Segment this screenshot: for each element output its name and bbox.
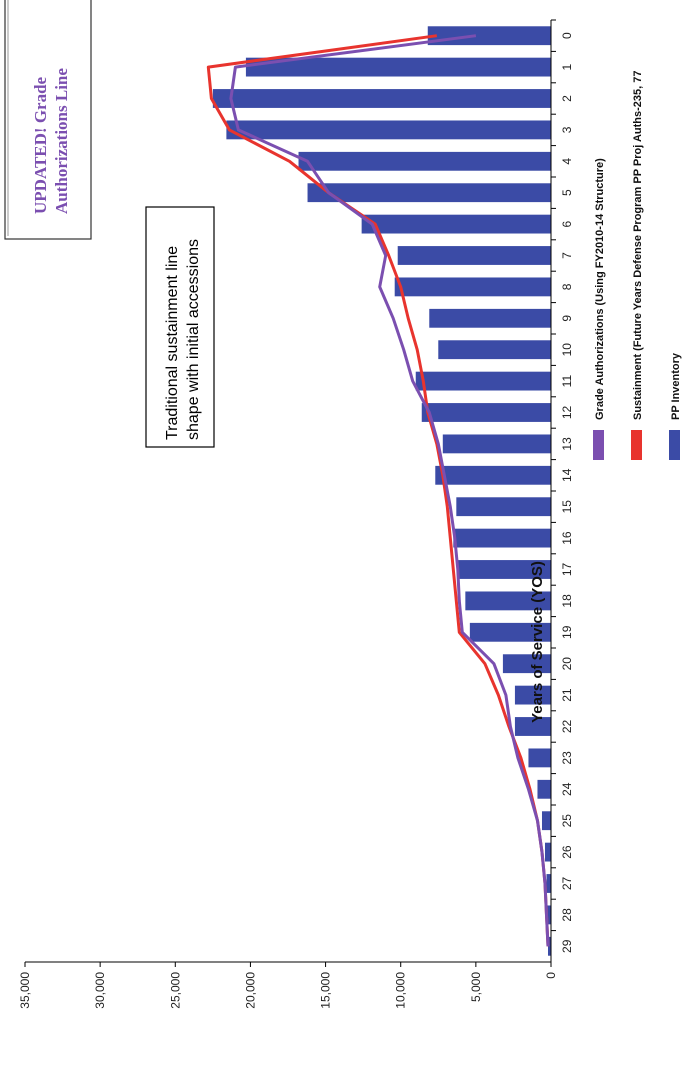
category-tick-label: 2 bbox=[560, 95, 574, 102]
legend-label-3: PP Inventory bbox=[670, 352, 682, 420]
bar-yos-18 bbox=[465, 591, 551, 611]
value-tick-label: 15,000 bbox=[319, 972, 333, 1009]
category-tick-label: 18 bbox=[560, 594, 574, 608]
legend-label-2: Sustainment (Future Years Defense Progra… bbox=[632, 71, 644, 420]
bar-yos-13 bbox=[442, 434, 551, 454]
bar-yos-7 bbox=[397, 246, 551, 265]
plot-area bbox=[206, 26, 552, 956]
category-tick-label: 4 bbox=[560, 158, 574, 165]
bar-yos-22 bbox=[514, 717, 551, 736]
category-tick-label: 9 bbox=[560, 315, 574, 322]
bar-yos-3 bbox=[226, 120, 551, 140]
category-tick-label: 13 bbox=[560, 437, 574, 451]
category-tick-label: 20 bbox=[560, 657, 574, 671]
value-tick-label: 5,000 bbox=[469, 972, 483, 1002]
callout-line-1: Traditional sustainment line bbox=[164, 246, 181, 440]
category-tick-label: 16 bbox=[560, 531, 574, 545]
legend-swatch-1 bbox=[593, 430, 604, 460]
value-tick-label: 10,000 bbox=[394, 972, 408, 1009]
category-tick-label: 6 bbox=[560, 220, 574, 227]
category-tick-label: 26 bbox=[560, 845, 574, 859]
updated-line-2: Authorizations Line bbox=[52, 68, 71, 214]
legend-label-1: Grade Authorizations (Using FY2010-14 St… bbox=[594, 158, 606, 420]
category-tick-label: 5 bbox=[560, 189, 574, 196]
bar-yos-4 bbox=[298, 151, 551, 171]
category-tick-label: 29 bbox=[560, 939, 574, 953]
bar-yos-11 bbox=[415, 371, 551, 391]
category-tick-label: 15 bbox=[560, 500, 574, 514]
x-axis-title: Years of Service (YOS) bbox=[529, 561, 546, 723]
category-tick-label: 23 bbox=[560, 751, 574, 765]
bar-yos-8 bbox=[394, 277, 551, 297]
category-tick-label: 0 bbox=[560, 32, 574, 39]
value-tick-label: 0 bbox=[544, 972, 558, 979]
bar-yos-29 bbox=[547, 936, 551, 956]
updated-line-1: UPDATED! Grade bbox=[31, 76, 50, 214]
category-tick-label: 14 bbox=[560, 468, 574, 482]
category-tick-label: 1 bbox=[560, 63, 574, 70]
category-tick-label: 17 bbox=[560, 563, 574, 577]
bar-yos-0 bbox=[427, 26, 551, 46]
category-tick-label: 8 bbox=[560, 283, 574, 290]
legend: Grade Authorizations (Using FY2010-14 St… bbox=[593, 71, 682, 460]
category-tick-label: 12 bbox=[560, 406, 574, 420]
category-tick-label: 24 bbox=[560, 782, 574, 796]
category-tick-label: 7 bbox=[560, 252, 574, 259]
value-tick-label: 20,000 bbox=[243, 972, 257, 1009]
tick-labels: 0 5,000 10,000 15,000 20,000 25,000 30,000 35,0… bbox=[18, 19, 574, 1009]
category-tick-label: 27 bbox=[560, 877, 574, 891]
bar-yos-25 bbox=[541, 811, 551, 831]
legend-swatch-3 bbox=[669, 430, 680, 460]
category-tick-label: 11 bbox=[560, 375, 574, 388]
value-tick-label: 30,000 bbox=[93, 972, 107, 1009]
bar-yos-14 bbox=[435, 465, 551, 485]
bar-yos-1 bbox=[245, 57, 552, 77]
legend-swatch-2 bbox=[631, 430, 642, 460]
bar-yos-16 bbox=[453, 528, 551, 548]
bar-yos-5 bbox=[307, 183, 551, 203]
bar-yos-19 bbox=[469, 622, 551, 642]
bar-yos-24 bbox=[537, 779, 551, 799]
bar-yos-15 bbox=[456, 497, 551, 517]
bar-yos-17 bbox=[457, 560, 551, 579]
category-tick-label: 10 bbox=[560, 343, 574, 357]
bar-yos-9 bbox=[429, 308, 551, 328]
bar-yos-12 bbox=[421, 403, 551, 422]
bar-yos-10 bbox=[438, 340, 551, 360]
category-tick-label: 3 bbox=[560, 126, 574, 133]
bar-yos-6 bbox=[361, 214, 551, 234]
bar-yos-26 bbox=[544, 842, 551, 862]
value-tick-label: 25,000 bbox=[168, 972, 182, 1009]
bar-yos-27 bbox=[546, 874, 551, 893]
value-tick-label: 35,000 bbox=[18, 972, 32, 1009]
bar-yos-28 bbox=[547, 905, 551, 925]
bar-yos-2 bbox=[212, 89, 551, 108]
callout-line-2: shape with initial accessions bbox=[185, 239, 202, 440]
callout-annotation: Traditional sustainment line shape with … bbox=[145, 206, 215, 448]
category-tick-label: 25 bbox=[560, 814, 574, 828]
series-line-1 bbox=[206, 34, 550, 947]
category-tick-label: 22 bbox=[560, 720, 574, 734]
bar-yos-23 bbox=[528, 748, 551, 768]
category-tick-label: 21 bbox=[560, 688, 574, 702]
updated-annotation: UPDATED! Grade Authorizations Line bbox=[4, 0, 92, 240]
series-line-2 bbox=[229, 34, 550, 947]
category-tick-label: 28 bbox=[560, 908, 574, 922]
category-tick-label: 19 bbox=[560, 625, 574, 639]
bar-yos-20 bbox=[502, 654, 551, 674]
bar-yos-21 bbox=[514, 685, 551, 705]
